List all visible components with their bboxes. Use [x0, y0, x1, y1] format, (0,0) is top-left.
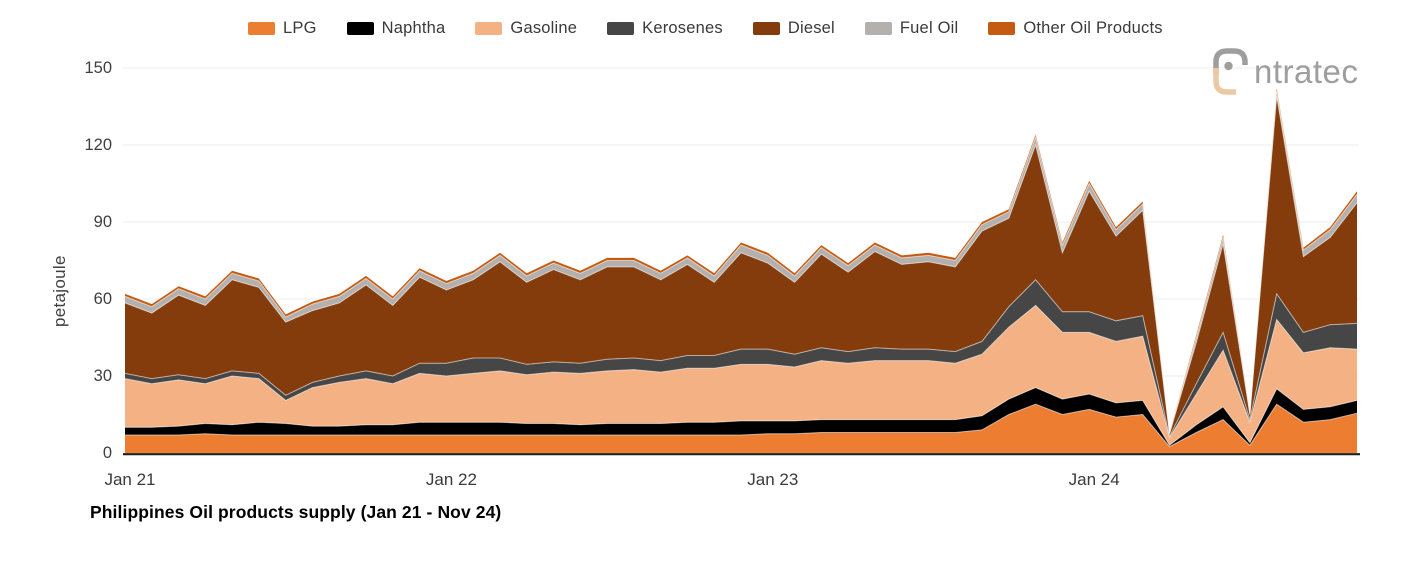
- legend-label: Fuel Oil: [899, 19, 959, 37]
- layer-separator-gasoline: [124, 304, 1358, 439]
- layer-separator-lpg: [125, 403, 1358, 448]
- logo-mark-icon: [1213, 48, 1248, 95]
- legend-swatch-naphtha: [346, 22, 374, 35]
- legend-swatch-kerosenes: [607, 22, 635, 35]
- legend-label: LPG: [283, 19, 317, 37]
- legend-item-fuel-oil: Fuel Oil: [864, 19, 959, 38]
- x-tick-label-jan-21: Jan 21: [104, 470, 156, 489]
- legend-item-lpg: LPG: [248, 19, 317, 38]
- area-lpg: [125, 404, 1357, 453]
- y-tick-label-90: 90: [93, 213, 112, 231]
- layer-separator-diesel: [124, 96, 1358, 434]
- area-naphtha: [125, 387, 1357, 447]
- intratec-logo: ntratec: [1206, 44, 1358, 100]
- layer-separator-naphtha: [125, 387, 1358, 447]
- legend-label: Naphtha: [381, 19, 446, 37]
- legend-item-diesel: Diesel: [752, 19, 835, 38]
- legend-swatch-fuel-oil: [864, 22, 892, 35]
- area-gasoline: [125, 305, 1357, 446]
- legend-label: Kerosenes: [642, 19, 723, 37]
- y-tick-label-120: 120: [84, 136, 112, 154]
- y-tick-label-0: 0: [102, 444, 112, 462]
- area-diesel: [125, 96, 1357, 437]
- legend-label: Gasoline: [510, 19, 578, 37]
- legend-label: Diesel: [787, 19, 835, 37]
- legend-swatch-lpg: [248, 22, 275, 35]
- legend-swatch-diesel: [752, 22, 780, 35]
- legend-item-other-oil-products: Other Oil Products: [988, 19, 1162, 38]
- x-tick-label-jan-24: Jan 24: [1068, 470, 1120, 489]
- legend-item-naphtha: Naphtha: [346, 19, 446, 38]
- x-tick-label-jan-23: Jan 23: [747, 470, 799, 489]
- legend-swatch-other-oil-products: [988, 22, 1016, 35]
- logo-text: ntratec: [1254, 53, 1359, 90]
- area-kerosenes: [125, 279, 1357, 438]
- chart-caption: Philippines Oil products supply (Jan 21 …: [90, 502, 502, 522]
- legend-item-gasoline: Gasoline: [475, 19, 577, 38]
- y-tick-label-30: 30: [93, 367, 112, 385]
- legend-swatch-gasoline: [475, 22, 503, 35]
- y-tick-label-150: 150: [84, 59, 112, 77]
- legend-label: Other Oil Products: [1023, 19, 1163, 37]
- layer-separator-kerosenes: [124, 279, 1358, 438]
- x-tick-label-jan-22: Jan 22: [425, 470, 477, 489]
- legend: LPG Naphtha Gasoline Kerosenes Diesel Fuel Oi…: [248, 19, 1163, 38]
- layer-separator-fuel-oil: [124, 91, 1358, 434]
- y-axis-title: petajoule: [50, 255, 69, 327]
- y-tick-label-60: 60: [93, 290, 112, 308]
- legend-item-kerosenes: Kerosenes: [607, 19, 723, 38]
